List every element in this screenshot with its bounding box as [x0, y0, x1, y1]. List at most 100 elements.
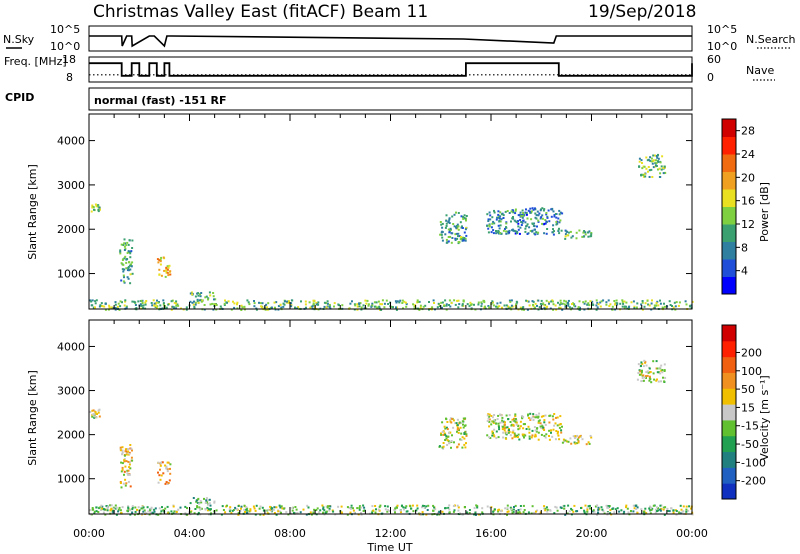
data-cell-3 — [192, 497, 195, 499]
data-cell-4 — [104, 513, 107, 516]
data-cell-6 — [538, 412, 541, 415]
data-cell-8 — [649, 159, 652, 162]
data-cell-6 — [498, 426, 500, 429]
data-cell-5 — [440, 233, 443, 236]
data-cell-4 — [546, 508, 549, 511]
colorbar-segment-8 — [722, 356, 736, 373]
data-cell-6 — [552, 210, 555, 213]
data-cell-6 — [499, 413, 501, 416]
data-cell-6 — [490, 423, 493, 426]
data-cell-4 — [659, 299, 661, 302]
data-cell-4 — [302, 508, 305, 511]
data-cell-6 — [529, 230, 532, 232]
colorbar-segment-3 — [722, 224, 736, 242]
data-cell-4 — [112, 511, 115, 514]
data-cell-4 — [243, 305, 246, 308]
velocity-x-ticks — [88, 320, 693, 514]
data-cell-4 — [428, 301, 430, 303]
data-cell-8 — [637, 372, 640, 374]
data-cell-4 — [641, 300, 644, 302]
data-cell-4 — [223, 304, 226, 306]
data-cell-4 — [100, 504, 103, 507]
data-cell-4 — [281, 507, 284, 510]
data-cell-4 — [116, 305, 119, 308]
data-cell-5 — [445, 225, 448, 227]
data-cell-5 — [441, 231, 444, 233]
data-cell-4 — [154, 507, 157, 510]
data-cell-1 — [119, 249, 122, 252]
data-cell-6 — [524, 423, 526, 426]
data-cell-0 — [97, 205, 100, 208]
data-cell-6 — [492, 433, 495, 436]
data-cell-4 — [647, 303, 650, 306]
data-cell-6 — [509, 421, 512, 423]
data-cell-1 — [120, 470, 123, 473]
data-cell-1 — [122, 263, 125, 266]
data-cell-4 — [341, 304, 344, 307]
data-cell-4 — [255, 308, 258, 311]
data-cell-8 — [652, 159, 655, 162]
y-tick-label-0: 1000 — [57, 473, 85, 486]
frequency-panel: Freq. [MHz] 18 8 60 0 Nave — [4, 53, 775, 84]
data-cell-4 — [587, 302, 590, 305]
data-cell-8 — [652, 372, 655, 375]
data-cell-7 — [581, 438, 584, 441]
data-cell-5 — [456, 430, 458, 433]
data-cell-6 — [488, 436, 491, 439]
data-cell-1 — [121, 451, 124, 454]
data-cell-6 — [493, 419, 496, 422]
data-cell-4 — [528, 304, 531, 307]
data-cell-5 — [446, 428, 449, 431]
data-cell-5 — [462, 417, 465, 420]
data-cell-4 — [326, 506, 329, 509]
data-cell-4 — [592, 303, 595, 306]
data-cell-8 — [645, 375, 647, 378]
data-cell-4 — [315, 509, 318, 511]
data-cell-6 — [538, 212, 541, 215]
data-cell-1 — [121, 468, 124, 471]
data-cell-6 — [503, 429, 506, 432]
data-cell-5 — [459, 221, 462, 224]
data-cell-4 — [375, 508, 377, 511]
data-cell-8 — [663, 369, 666, 372]
data-cell-1 — [128, 239, 131, 242]
data-cell-3 — [207, 298, 209, 301]
data-cell-4 — [659, 504, 662, 507]
data-cell-8 — [650, 157, 653, 160]
colorbar-segment-1 — [722, 259, 736, 277]
data-cell-5 — [441, 430, 444, 433]
data-cell-4 — [149, 509, 152, 512]
data-cell-4 — [258, 301, 260, 304]
data-cell-4 — [662, 307, 665, 310]
data-cell-4 — [153, 302, 156, 305]
data-cell-6 — [493, 209, 495, 212]
data-cell-5 — [441, 236, 444, 239]
data-cell-4 — [114, 306, 117, 309]
data-cell-4 — [125, 306, 128, 309]
data-cell-4 — [349, 302, 352, 305]
data-cell-1 — [128, 261, 131, 264]
data-cell-4 — [175, 511, 178, 513]
data-cell-4 — [583, 510, 586, 513]
data-cell-5 — [454, 237, 457, 240]
data-cell-4 — [500, 510, 503, 513]
data-cell-4 — [248, 303, 251, 306]
data-cell-6 — [523, 213, 526, 216]
data-cell-4 — [545, 506, 548, 509]
data-cell-4 — [614, 508, 617, 511]
data-cell-5 — [450, 440, 453, 442]
data-cell-1 — [128, 473, 131, 476]
data-cell-4 — [115, 513, 118, 516]
data-cell-4 — [249, 509, 252, 512]
data-cell-4 — [307, 506, 310, 509]
data-cell-2 — [166, 461, 169, 464]
data-cell-6 — [531, 434, 534, 437]
data-cell-6 — [548, 421, 551, 424]
data-cell-4 — [431, 306, 434, 309]
data-cell-8 — [640, 159, 643, 162]
data-cell-4 — [487, 305, 490, 307]
data-cell-4 — [346, 506, 349, 509]
data-cell-4 — [197, 301, 200, 304]
data-cell-6 — [522, 415, 525, 418]
data-cell-6 — [536, 232, 539, 235]
